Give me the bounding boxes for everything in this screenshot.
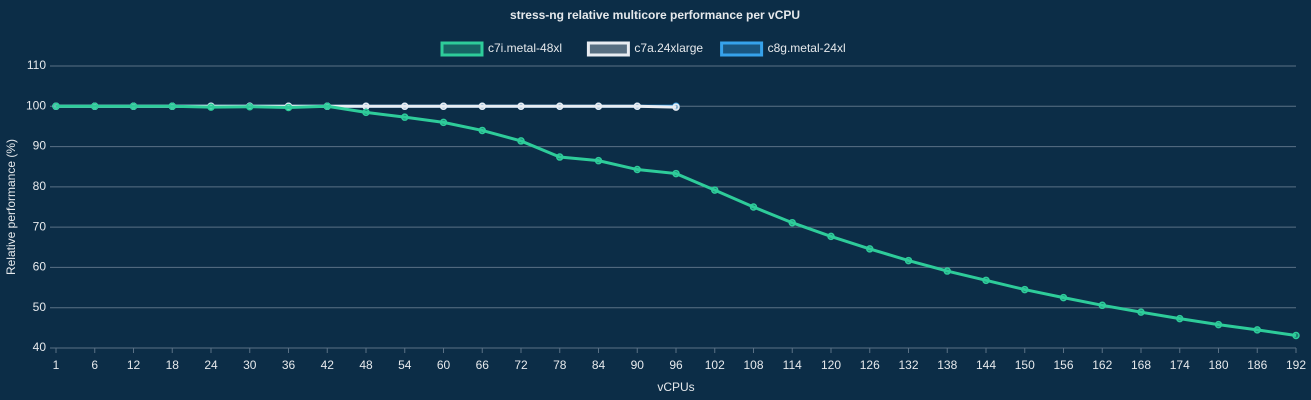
y-tick-label: 70: [33, 219, 47, 233]
data-point: [207, 103, 215, 111]
data-point: [517, 102, 525, 111]
x-tick-label: 48: [359, 358, 373, 372]
data-point: [1137, 308, 1145, 316]
series-line: [56, 104, 1297, 337]
data-point: [517, 137, 525, 145]
x-tick-label: 42: [321, 358, 335, 372]
x-tick-label: 30: [243, 358, 257, 372]
data-point: [362, 108, 370, 117]
x-tick-label: 108: [743, 358, 763, 372]
data-point: [594, 156, 603, 165]
data-point: [1214, 320, 1223, 329]
data-point: [1253, 326, 1261, 334]
data-point: [362, 102, 370, 111]
legend-label: c7a.24xlarge: [634, 41, 703, 55]
x-tick-label: 132: [898, 358, 918, 372]
data-point: [904, 256, 913, 265]
legend-label: c8g.metal-24xl: [768, 41, 846, 55]
x-tick-label: 144: [976, 358, 996, 372]
data-point: [982, 276, 990, 285]
data-point: [91, 102, 99, 111]
x-tick-label: 54: [398, 358, 412, 372]
x-tick-label: 66: [476, 358, 490, 372]
y-tick-label: 60: [33, 260, 47, 274]
data-point: [439, 118, 448, 127]
x-tick-label: 120: [821, 358, 841, 372]
x-tick-label: 174: [1170, 358, 1190, 372]
x-tick-label: 126: [860, 358, 880, 372]
x-tick-label: 138: [937, 358, 957, 372]
chart-title: stress-ng relative multicore performance…: [510, 8, 800, 22]
legend-label: c7i.metal-48xl: [488, 41, 562, 55]
y-tick-label: 80: [33, 179, 47, 193]
data-point: [52, 102, 60, 111]
data-point: [788, 218, 796, 227]
legend-swatch: [440, 41, 484, 57]
data-point: [1059, 293, 1068, 302]
y-tick-label: 50: [33, 300, 47, 314]
x-tick-label: 84: [592, 358, 606, 372]
data-point: [401, 113, 409, 121]
data-point: [711, 186, 719, 194]
data-point: [478, 126, 486, 135]
data-point: [594, 102, 603, 111]
data-point: [749, 203, 758, 211]
x-tick-label: 114: [783, 358, 802, 372]
y-tick-label: 40: [33, 340, 47, 354]
x-tick-label: 162: [1092, 358, 1112, 372]
x-tick-label: 102: [705, 358, 725, 372]
legend-swatch: [720, 41, 764, 57]
data-point: [168, 102, 176, 111]
data-point: [633, 165, 641, 174]
y-tick-label: 110: [27, 58, 46, 72]
x-tick-label: 192: [1286, 358, 1306, 372]
x-tick-label: 78: [553, 358, 567, 372]
x-tick-label: 36: [282, 358, 296, 372]
data-point: [866, 245, 874, 253]
x-tick-label: 186: [1247, 358, 1267, 372]
x-tick-label: 90: [631, 358, 645, 372]
x-tick-label: 24: [204, 358, 218, 372]
data-point: [1098, 301, 1106, 310]
data-point: [556, 153, 564, 161]
data-point: [1292, 331, 1300, 340]
x-tick-label: 6: [91, 358, 98, 372]
y-tick-label: 90: [33, 139, 47, 153]
x-tick-label: 1: [53, 358, 60, 372]
x-tick-label: 168: [1131, 358, 1151, 372]
x-axis-title: vCPUs: [657, 380, 694, 394]
data-point: [1176, 314, 1184, 323]
data-point: [284, 103, 293, 112]
data-point: [633, 102, 641, 111]
x-tick-label: 72: [514, 358, 528, 372]
data-point: [827, 232, 835, 241]
x-tick-label: 150: [1015, 358, 1035, 372]
x-tick-label: 180: [1208, 358, 1228, 372]
data-point: [556, 102, 564, 111]
y-axis-title: Relative performance (%): [4, 139, 18, 275]
x-tick-label: 156: [1053, 358, 1073, 372]
data-point: [478, 102, 486, 111]
legend-swatch: [586, 41, 630, 57]
data-point: [129, 102, 138, 111]
data-point: [401, 102, 409, 111]
x-tick-label: 96: [669, 358, 683, 372]
data-point: [323, 102, 331, 111]
data-point: [672, 169, 680, 178]
y-tick-label: 100: [26, 98, 46, 112]
x-tick-label: 12: [127, 358, 141, 372]
data-point: [1021, 285, 1029, 294]
data-point: [246, 102, 254, 111]
x-tick-label: 18: [166, 358, 180, 372]
data-point: [672, 103, 680, 111]
data-point: [943, 267, 951, 275]
data-point: [439, 102, 448, 111]
x-tick-label: 60: [437, 358, 451, 372]
